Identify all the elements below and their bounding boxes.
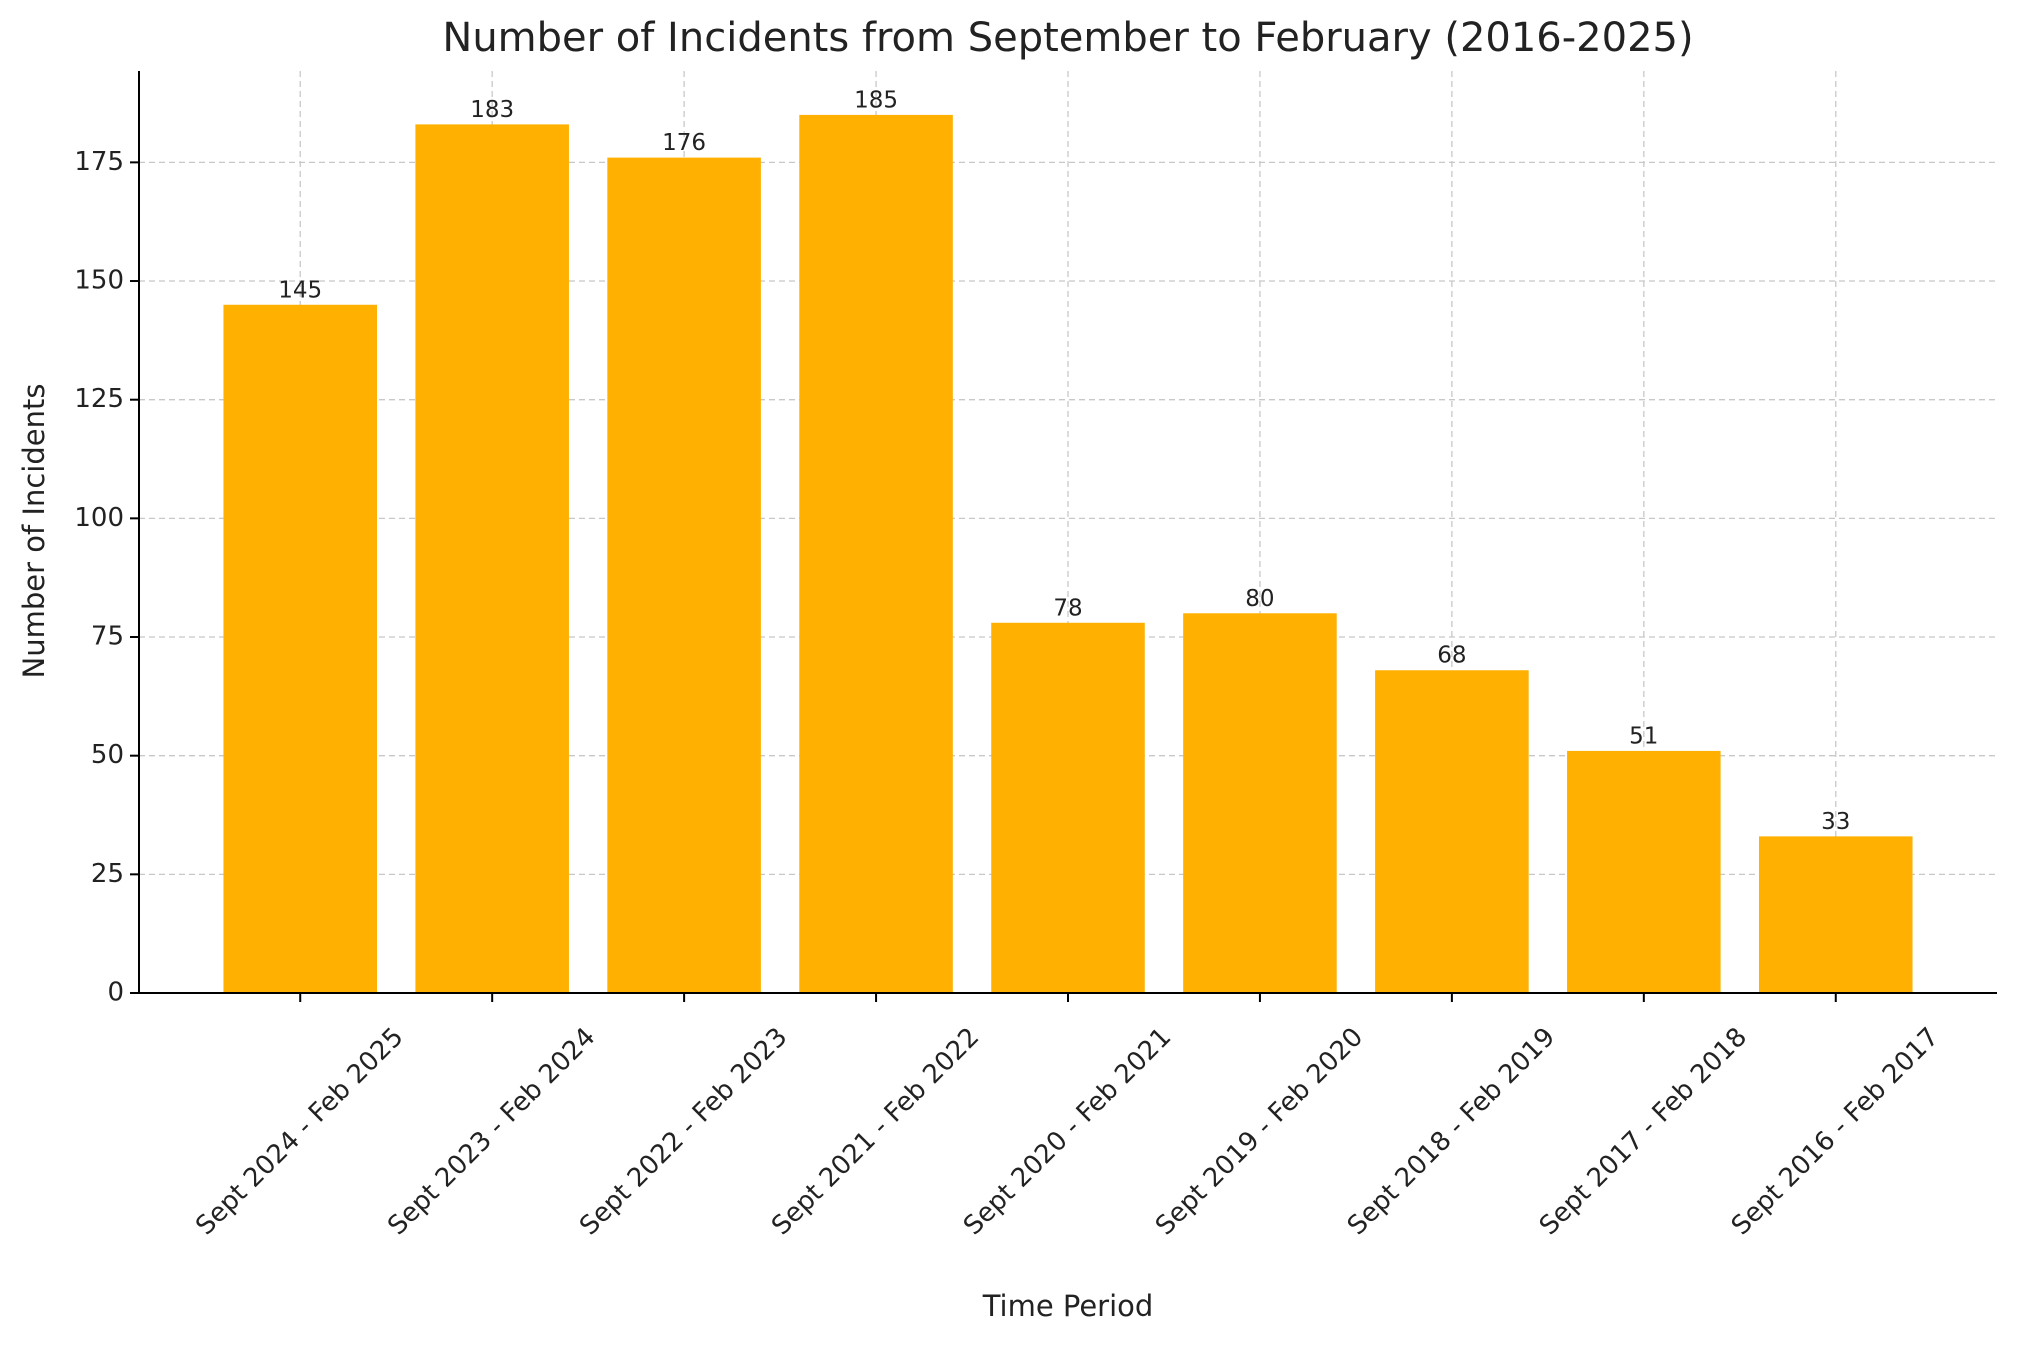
x-tick-label: Sept 2020 - Feb 2021 [958, 1022, 1177, 1241]
bar [607, 157, 761, 993]
bar [1567, 750, 1721, 993]
x-tick-label: Sept 2018 - Feb 2019 [1342, 1022, 1561, 1241]
bar [223, 304, 378, 993]
value-label: 33 [1821, 809, 1850, 835]
y-tick-label: 75 [91, 622, 124, 652]
bar [415, 124, 569, 993]
x-axis-label: Time Period [982, 1289, 1154, 1323]
bar [1375, 670, 1529, 993]
value-label: 78 [1053, 595, 1082, 621]
value-label: 183 [470, 97, 514, 123]
bar [1758, 836, 1913, 993]
y-tick-label: 0 [107, 978, 124, 1008]
y-tick-label: 100 [74, 503, 124, 533]
x-tick-label: Sept 2023 - Feb 2024 [382, 1022, 601, 1241]
y-tick-label: 25 [91, 859, 124, 889]
value-label: 80 [1245, 586, 1274, 612]
x-tick-label: Sept 2022 - Feb 2023 [574, 1022, 793, 1241]
x-tick-label: Sept 2019 - Feb 2020 [1150, 1022, 1369, 1241]
value-label: 51 [1629, 723, 1658, 749]
value-label: 68 [1437, 643, 1466, 669]
value-label: 145 [278, 277, 322, 303]
chart-title: Number of Incidents from September to Fe… [442, 15, 1693, 61]
y-axis-label: Number of Incidents [17, 384, 51, 679]
y-tick-label: 150 [74, 266, 124, 296]
x-tick-label: Sept 2024 - Feb 2025 [190, 1022, 409, 1241]
x-tick-label: Sept 2021 - Feb 2022 [766, 1022, 985, 1241]
bar [991, 622, 1145, 993]
y-tick-label: 125 [74, 384, 124, 414]
y-tick-label: 175 [74, 147, 124, 177]
bar [799, 114, 953, 993]
x-tick-label: Sept 2017 - Feb 2018 [1534, 1022, 1753, 1241]
y-tick-label: 50 [91, 740, 124, 770]
value-label: 176 [662, 130, 706, 156]
bar [1183, 613, 1337, 993]
x-tick-label: Sept 2016 - Feb 2017 [1726, 1022, 1945, 1241]
value-label: 185 [854, 87, 898, 113]
